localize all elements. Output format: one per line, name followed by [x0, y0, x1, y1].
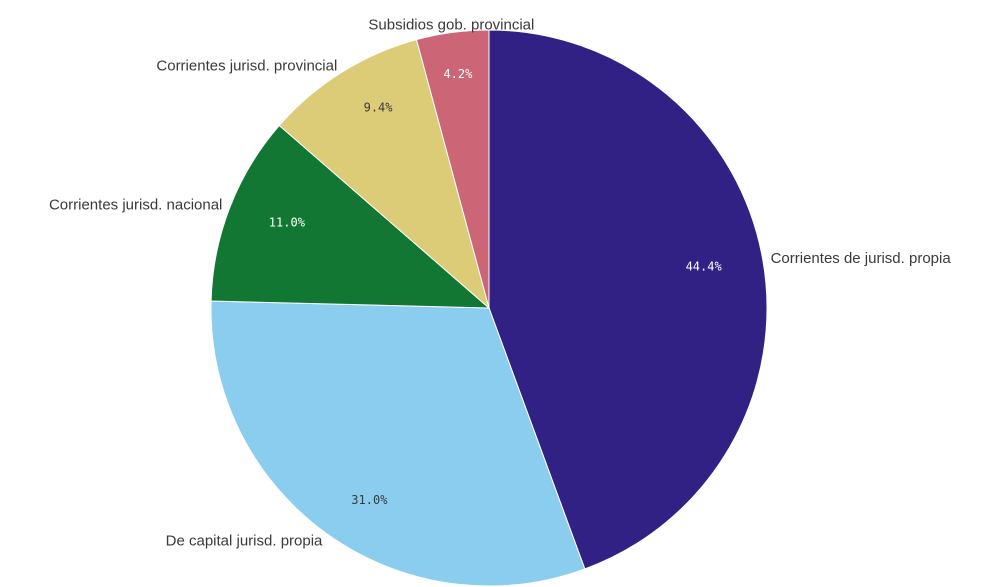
percent-labels: 44.4% 31.0% 11.0% 9.4% 4.2% — [269, 67, 723, 507]
pie-slice-corrientes-jurisd-nacional — [210, 124, 491, 309]
category-label-corrientes-jurisd-provincial: Corrientes jurisd. provincial — [156, 58, 337, 75]
category-labels: Corrientes de jurisd. propia De capital j… — [49, 17, 951, 550]
percent-label-corrientes-de-jurisd-propia: 44.4% — [686, 260, 723, 274]
pie-slices — [210, 29, 768, 587]
category-label-de-capital-jurisd-propia: De capital jurisd. propia — [166, 532, 323, 549]
category-label-subsidios-gob-provincial: Subsidios gob. provincial — [368, 17, 534, 34]
percent-label-corrientes-jurisd-nacional: 11.0% — [269, 215, 306, 229]
pie-slice-corrientes-jurisd-provincial — [278, 39, 490, 310]
pie-slice-de-capital-jurisd-propia — [210, 300, 586, 587]
category-label-corrientes-jurisd-nacional: Corrientes jurisd. nacional — [49, 196, 222, 213]
category-label-corrientes-de-jurisd-propia: Corrientes de jurisd. propia — [771, 250, 952, 267]
pie-slice-corrientes-de-jurisd-propia — [488, 29, 768, 570]
percent-label-de-capital-jurisd-propia: 31.0% — [351, 493, 388, 507]
percent-label-corrientes-jurisd-provincial: 9.4% — [364, 101, 394, 115]
percent-label-subsidios-gob-provincial: 4.2% — [443, 67, 473, 81]
pie-slice-subsidios-gob-provincial — [415, 29, 490, 309]
